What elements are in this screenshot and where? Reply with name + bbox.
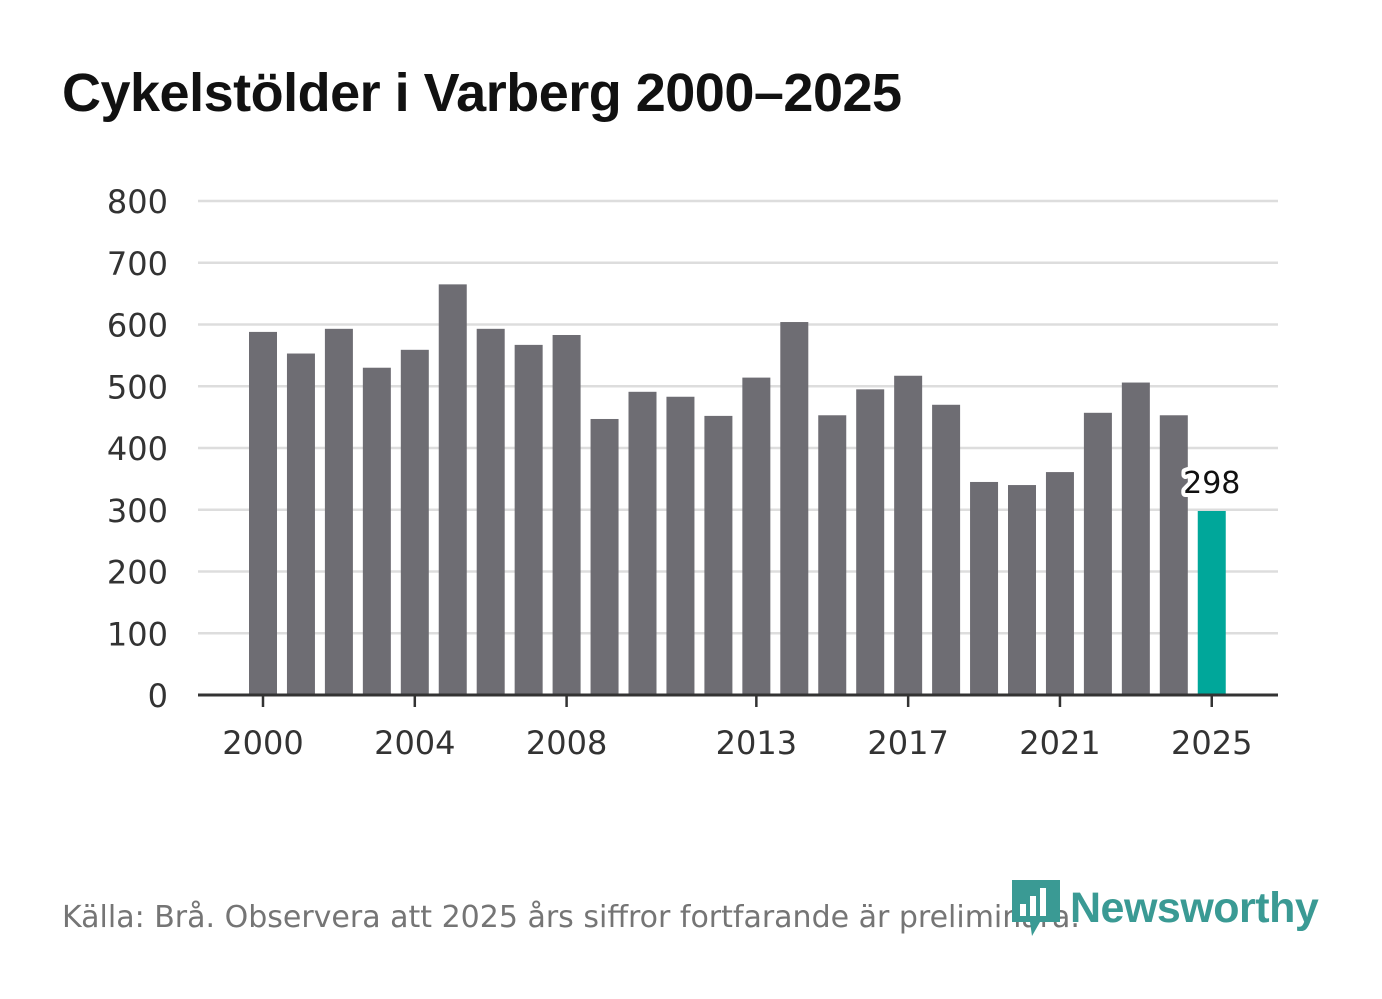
- x-tick-label: 2013: [716, 724, 797, 762]
- y-tick-label: 700: [107, 245, 168, 283]
- x-tick-label: 2000: [222, 724, 303, 762]
- bar-2017: [894, 375, 923, 695]
- newsworthy-bar-icon: [1012, 880, 1060, 936]
- bar-2023: [1121, 382, 1150, 695]
- bar-2001: [286, 353, 315, 695]
- y-tick-label: 400: [107, 430, 168, 468]
- y-tick-label: 0: [148, 677, 168, 715]
- data-label-2025: 298: [1183, 466, 1240, 501]
- source-note: Källa: Brå. Observera att 2025 års siffr…: [62, 900, 1080, 935]
- x-tick-label: 2025: [1171, 724, 1252, 762]
- bar-2007: [514, 344, 543, 695]
- bar-2008: [552, 334, 581, 695]
- chart-title: Cykelstölder i Varberg 2000–2025: [62, 63, 902, 123]
- y-tick-label: 800: [107, 183, 168, 221]
- logo-text: Newsworthy: [1070, 883, 1319, 932]
- bar-2013: [742, 377, 771, 695]
- y-tick-label: 600: [107, 307, 168, 345]
- bar-2003: [362, 367, 391, 695]
- newsworthy-logo: Newsworthy: [1010, 878, 1319, 938]
- bar-2009: [590, 418, 619, 695]
- bar-chart: 0 100 200 300 400 500 600 700 800 2000 2004 2008 201…: [107, 183, 1278, 762]
- x-tick-label: 2004: [374, 724, 455, 762]
- bar-2016: [856, 389, 885, 695]
- x-tick-label: 2008: [526, 724, 607, 762]
- y-tick-label: 100: [107, 615, 168, 653]
- bar-2005: [438, 284, 467, 695]
- x-tick-label: 2021: [1019, 724, 1100, 762]
- bar-2022: [1083, 412, 1112, 695]
- y-tick-label: 200: [107, 554, 168, 592]
- bar-2006: [476, 328, 505, 695]
- bar-2024: [1159, 415, 1188, 695]
- bar-2014: [780, 322, 809, 695]
- x-tick-label: 2017: [867, 724, 948, 762]
- bar-2012: [704, 415, 733, 695]
- bar-2004: [400, 349, 429, 695]
- bar-2015: [818, 415, 847, 695]
- bar-2025: [1197, 510, 1226, 695]
- bar-2018: [932, 404, 961, 695]
- y-tick-label: 300: [107, 492, 168, 530]
- bar-2011: [666, 396, 695, 695]
- bar-2020: [1008, 485, 1036, 695]
- bar-2000: [249, 331, 277, 695]
- bar-2002: [324, 328, 353, 695]
- bar-2019: [970, 481, 999, 695]
- y-tick-label: 500: [107, 368, 168, 406]
- bar-2010: [628, 391, 657, 695]
- bar-2021: [1045, 472, 1074, 695]
